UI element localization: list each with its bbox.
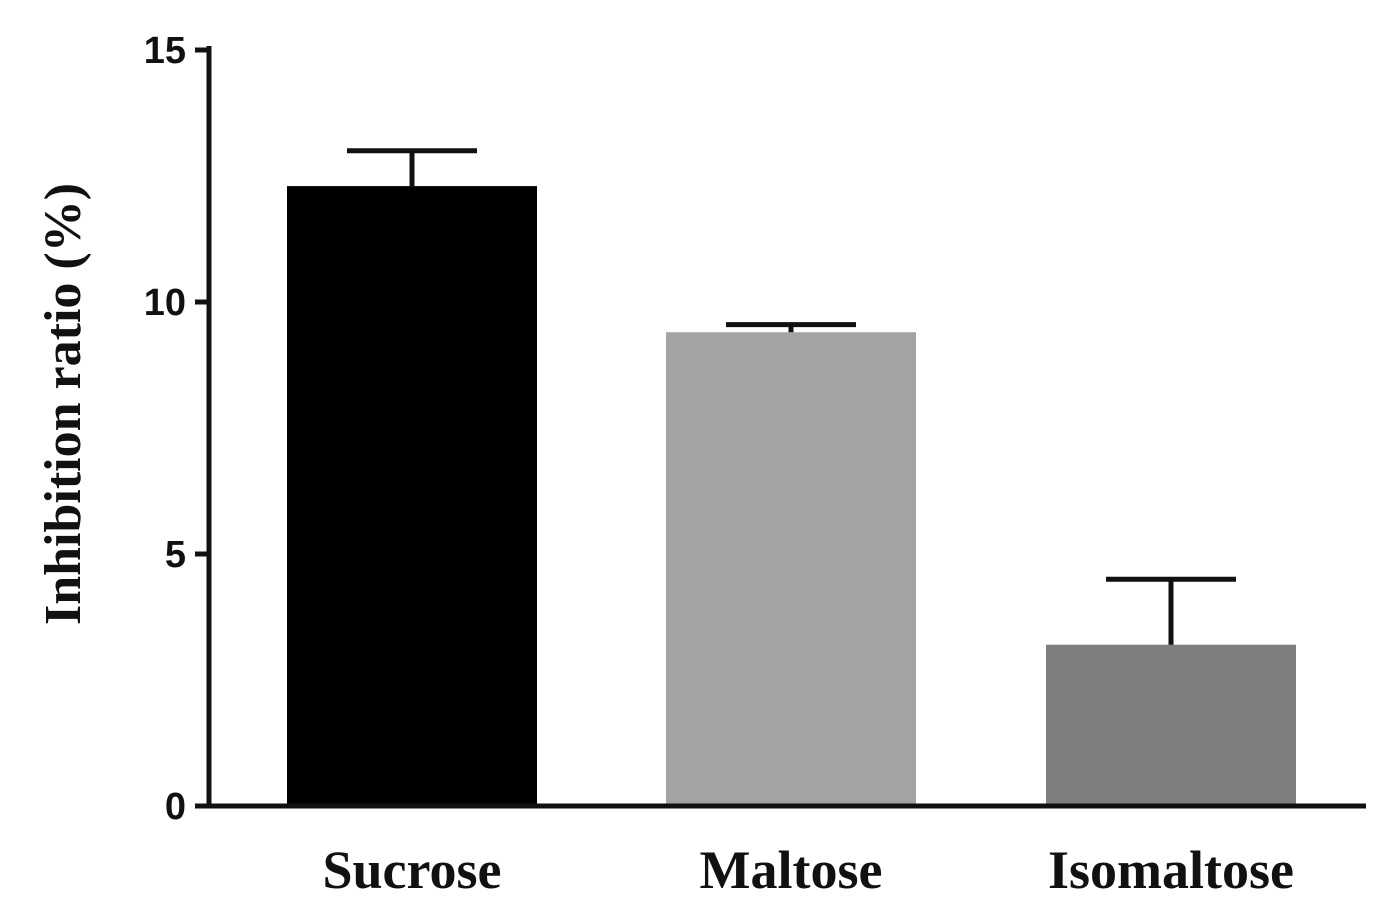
y-axis-title: Inhibition ratio (%): [35, 183, 92, 625]
bar-maltose: [666, 332, 916, 806]
x-tick-label-maltose: Maltose: [700, 840, 883, 900]
y-ticks-layer: 0 5 10 15: [144, 30, 209, 828]
x-tick-label-sucrose: Sucrose: [322, 840, 501, 900]
y-tick-label: 0: [165, 786, 186, 828]
x-tick-label-isomaltose: Isomaltose: [1048, 840, 1294, 900]
bar-isomaltose: [1046, 644, 1296, 806]
bars-layer: [287, 186, 1296, 806]
axes-layer: [206, 46, 1366, 809]
bar-sucrose: [287, 186, 537, 806]
x-labels-layer: Sucrose Maltose Isomaltose: [322, 840, 1294, 900]
y-tick-label: 5: [165, 534, 186, 576]
y-tick-label: 15: [144, 30, 186, 72]
error-bars-layer: [347, 148, 1236, 645]
y-tick-label: 10: [144, 282, 186, 324]
